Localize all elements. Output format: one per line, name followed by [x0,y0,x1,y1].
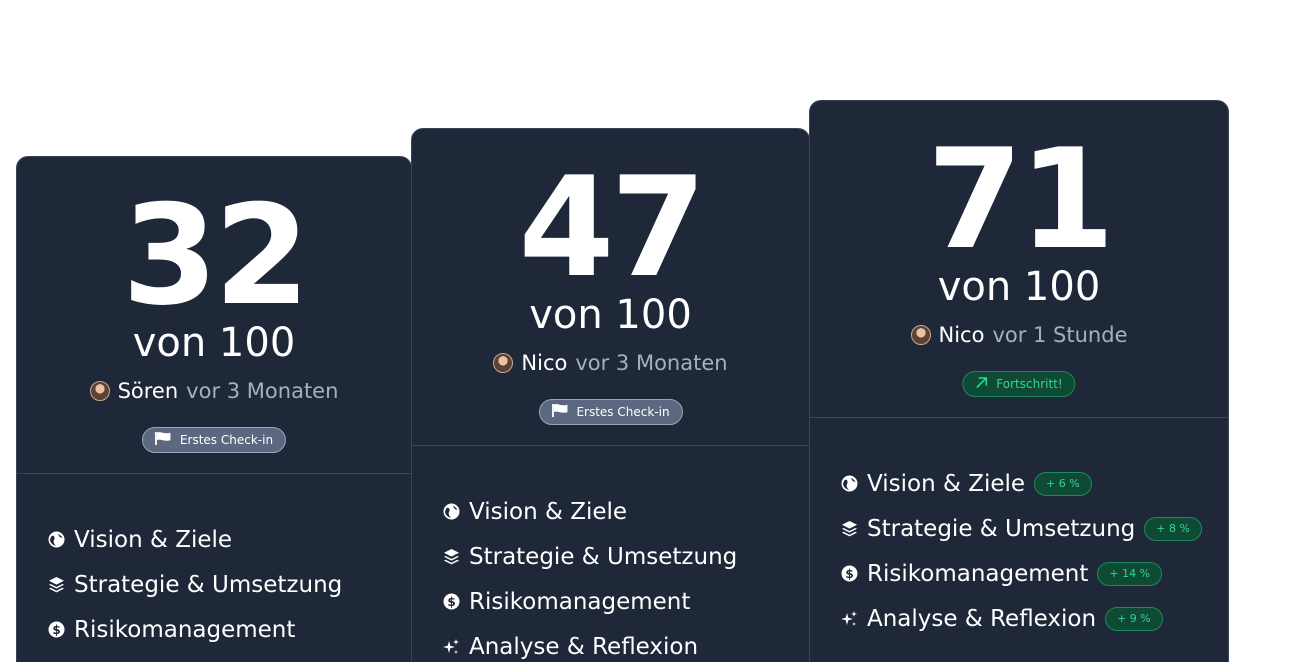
category-label: Vision & Ziele [867,470,1026,497]
category-label: Risikomanagement [74,616,296,643]
avatar [910,325,931,345]
category-label: Vision & Ziele [469,498,628,525]
checkin-time: vor 3 Monaten [186,379,339,403]
category-label: Strategie & Umsetzung [74,571,343,598]
category-label: Strategie & Umsetzung [469,543,738,570]
user-name: Nico [938,323,985,347]
category-item: Strategie & Umsetzung + 8 % [840,506,1218,551]
badge-label: Erstes Check-in [179,433,274,447]
category-list: Vision & Ziele Strategie & Umsetzung $ R… [47,517,401,652]
category-item: Analyse & Reflexion [442,624,799,662]
category-item: Vision & Ziele [442,489,799,534]
progress-badge: Fortschritt! [962,371,1076,397]
category-item: $ Risikomanagement [442,579,799,624]
score-value: 71 [926,119,1115,280]
category-list: Vision & Ziele Strategie & Umsetzung $ R… [442,489,799,662]
dollar-coin-icon: $ [47,621,65,639]
globe-icon [47,531,65,549]
category-list: Vision & Ziele + 6 % Strategie & Umsetzu… [840,461,1218,641]
category-label: Analyse & Reflexion [469,633,699,660]
category-item: $ Risikomanagement [47,607,401,652]
avatar [89,381,110,401]
divider [412,445,809,446]
assessment-card-2: 47 von 100 Nico vor 3 Monaten Erstes Che… [411,128,810,662]
category-label: Vision & Ziele [74,526,233,553]
dollar-coin-icon: $ [442,593,460,611]
svg-text:$: $ [447,595,455,609]
score-total: von 100 [529,292,692,338]
layers-icon [840,520,858,538]
badge-label: Fortschritt! [996,377,1063,391]
checkin-meta: Nico vor 3 Monaten [412,351,809,375]
layers-icon [47,576,65,594]
arrow-up-right-icon [975,376,988,392]
score-value: 47 [518,147,706,308]
category-item: $ Risikomanagement + 14 % [840,551,1218,596]
globe-icon [442,503,460,521]
flag-icon [551,403,568,421]
first-checkin-badge: Erstes Check-in [141,427,287,453]
category-item: Vision & Ziele [47,517,401,562]
category-item: Strategie & Umsetzung [442,534,799,579]
dollar-coin-icon: $ [840,565,858,583]
badge-label: Erstes Check-in [576,405,670,419]
sparkles-icon [840,610,858,628]
divider [17,473,411,474]
sparkles-icon [442,638,460,656]
score-value: 32 [121,175,310,336]
globe-icon [840,475,858,493]
first-checkin-badge: Erstes Check-in [538,399,683,425]
assessment-card-3: 71 von 100 Nico vor 1 Stunde Fortschritt… [809,100,1229,662]
category-label: Risikomanagement [867,560,1089,587]
svg-text:$: $ [52,623,60,637]
delta-badge: + 14 % [1097,561,1163,586]
checkin-time: vor 1 Stunde [992,323,1128,347]
category-label: Analyse & Reflexion [867,605,1097,632]
checkin-meta: Nico vor 1 Stunde [810,323,1228,347]
checkin-time: vor 3 Monaten [575,351,728,375]
score-total: von 100 [937,264,1101,310]
user-name: Sören [117,379,179,403]
checkin-meta: Sören vor 3 Monaten [17,379,411,403]
category-item: Strategie & Umsetzung [47,562,401,607]
avatar [493,353,514,373]
svg-text:$: $ [845,567,853,581]
category-item: Analyse & Reflexion + 9 % [840,596,1218,641]
category-label: Risikomanagement [469,588,691,615]
layers-icon [442,548,460,566]
divider [810,417,1228,418]
flag-icon [155,431,172,449]
assessment-card-1: 32 von 100 Sören vor 3 Monaten Erstes Ch… [16,156,412,662]
user-name: Nico [521,351,568,375]
category-label: Strategie & Umsetzung [867,515,1136,542]
delta-badge: + 8 % [1144,516,1202,541]
category-item: Vision & Ziele + 6 % [840,461,1218,506]
delta-badge: + 9 % [1105,606,1163,631]
delta-badge: + 6 % [1034,471,1092,496]
score-total: von 100 [132,320,296,366]
